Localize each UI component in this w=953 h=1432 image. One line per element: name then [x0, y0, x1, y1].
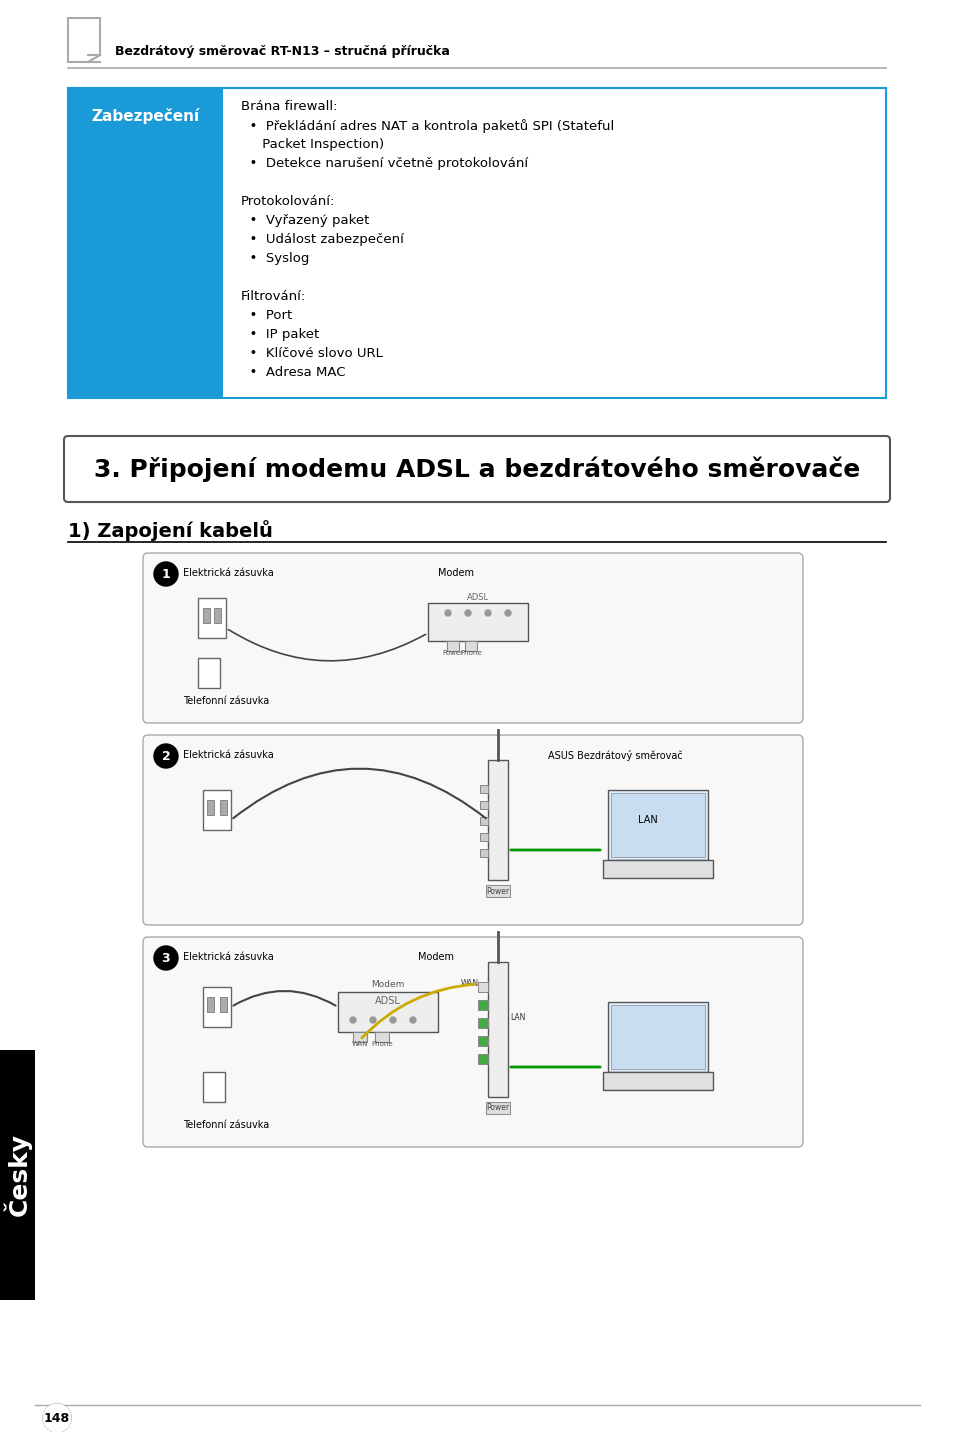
- Bar: [207, 997, 213, 1012]
- Text: Filtrování:: Filtrování:: [241, 291, 306, 304]
- Bar: [375, 1032, 389, 1042]
- Circle shape: [350, 1017, 355, 1022]
- Bar: [353, 1032, 367, 1042]
- FancyBboxPatch shape: [143, 553, 802, 723]
- Text: LAN: LAN: [510, 1012, 525, 1021]
- Text: Phone: Phone: [371, 1041, 393, 1047]
- Bar: [488, 962, 507, 1097]
- Text: •  Vyřazený paket: • Vyřazený paket: [241, 213, 369, 228]
- Bar: [477, 982, 488, 992]
- Bar: [602, 861, 712, 878]
- Bar: [602, 1073, 712, 1090]
- Bar: [477, 1018, 488, 1028]
- Bar: [337, 992, 437, 1032]
- Text: Elektrická zásuvka: Elektrická zásuvka: [183, 569, 274, 579]
- Text: •  Adresa MAC: • Adresa MAC: [241, 367, 345, 379]
- Text: Modem: Modem: [417, 952, 454, 962]
- Bar: [479, 818, 488, 825]
- Bar: [607, 790, 707, 861]
- Bar: [220, 800, 227, 815]
- Text: 1: 1: [161, 567, 171, 580]
- Bar: [213, 609, 221, 623]
- FancyBboxPatch shape: [64, 435, 889, 503]
- Text: 3: 3: [161, 951, 171, 965]
- FancyBboxPatch shape: [143, 937, 802, 1147]
- Text: •  Port: • Port: [241, 309, 292, 322]
- Circle shape: [153, 561, 178, 586]
- Bar: [198, 599, 226, 639]
- Text: Telefonní zásuvka: Telefonní zásuvka: [183, 696, 269, 706]
- Text: Power: Power: [486, 1104, 509, 1113]
- Bar: [207, 800, 213, 815]
- Text: •  Událost zabezpečení: • Událost zabezpečení: [241, 233, 403, 246]
- Text: ADSL: ADSL: [466, 593, 489, 601]
- Bar: [0, 1050, 35, 1300]
- Bar: [479, 849, 488, 856]
- Text: 148: 148: [44, 1412, 70, 1425]
- Text: Zabezpečení: Zabezpečení: [91, 107, 199, 125]
- Text: ADSL: ADSL: [375, 997, 400, 1007]
- Bar: [607, 1002, 707, 1073]
- Circle shape: [464, 610, 471, 616]
- Circle shape: [444, 610, 451, 616]
- FancyBboxPatch shape: [68, 87, 885, 398]
- Text: ASUS Bezdrátový směrovač: ASUS Bezdrátový směrovač: [547, 750, 682, 760]
- Text: WAN: WAN: [352, 1041, 368, 1047]
- FancyBboxPatch shape: [68, 87, 223, 398]
- Bar: [203, 987, 231, 1027]
- Text: Power: Power: [486, 886, 509, 895]
- Bar: [479, 833, 488, 841]
- Text: •  IP paket: • IP paket: [241, 328, 319, 341]
- Text: Česky: Česky: [3, 1134, 31, 1217]
- Bar: [485, 1103, 510, 1114]
- Circle shape: [504, 610, 511, 616]
- Bar: [479, 800, 488, 809]
- Text: Brána firewall:: Brána firewall:: [241, 100, 337, 113]
- Text: •  Detekce narušení včetně protokolování: • Detekce narušení včetně protokolování: [241, 158, 528, 170]
- Bar: [464, 642, 476, 652]
- Circle shape: [410, 1017, 416, 1022]
- Bar: [477, 1035, 488, 1045]
- Bar: [198, 657, 220, 687]
- Circle shape: [153, 947, 178, 969]
- Bar: [610, 1005, 704, 1070]
- Circle shape: [370, 1017, 375, 1022]
- Circle shape: [153, 745, 178, 768]
- Bar: [220, 997, 227, 1012]
- Text: LAN: LAN: [638, 815, 657, 825]
- Text: Packet Inspection): Packet Inspection): [241, 137, 384, 150]
- Circle shape: [484, 610, 491, 616]
- Text: 1) Zapojení kabelů: 1) Zapojení kabelů: [68, 520, 273, 541]
- Bar: [203, 609, 210, 623]
- Text: 3. Připojení modemu ADSL a bezdrátového směrovače: 3. Připojení modemu ADSL a bezdrátového …: [93, 457, 860, 481]
- Circle shape: [390, 1017, 395, 1022]
- Text: Modem: Modem: [437, 569, 474, 579]
- Bar: [203, 790, 231, 831]
- Text: •  Syslog: • Syslog: [241, 252, 309, 265]
- Text: Modem: Modem: [371, 979, 404, 990]
- Bar: [447, 642, 458, 652]
- Text: Protokolování:: Protokolování:: [241, 195, 335, 208]
- Text: Phone: Phone: [459, 650, 481, 656]
- Bar: [477, 1000, 488, 1010]
- Bar: [428, 603, 527, 642]
- Bar: [610, 793, 704, 856]
- Bar: [485, 885, 510, 896]
- Text: 2: 2: [161, 749, 171, 762]
- Text: •  Překládání adres NAT a kontrola paketů SPI (Stateful: • Překládání adres NAT a kontrola paketů…: [241, 119, 614, 133]
- Text: •  Klíčové slovo URL: • Klíčové slovo URL: [241, 347, 382, 359]
- Text: Telefonní zásuvka: Telefonní zásuvka: [183, 1120, 269, 1130]
- FancyBboxPatch shape: [143, 735, 802, 925]
- Bar: [203, 1073, 225, 1103]
- Text: Elektrická zásuvka: Elektrická zásuvka: [183, 952, 274, 962]
- Bar: [479, 785, 488, 793]
- Text: WAN: WAN: [460, 979, 478, 988]
- Text: Bezdrátový směrovač RT-N13 – stručná příručka: Bezdrátový směrovač RT-N13 – stručná pří…: [115, 46, 450, 59]
- Bar: [488, 760, 507, 881]
- Text: Power: Power: [442, 650, 463, 656]
- Text: Elektrická zásuvka: Elektrická zásuvka: [183, 750, 274, 760]
- Circle shape: [43, 1403, 71, 1432]
- Bar: [477, 1054, 488, 1064]
